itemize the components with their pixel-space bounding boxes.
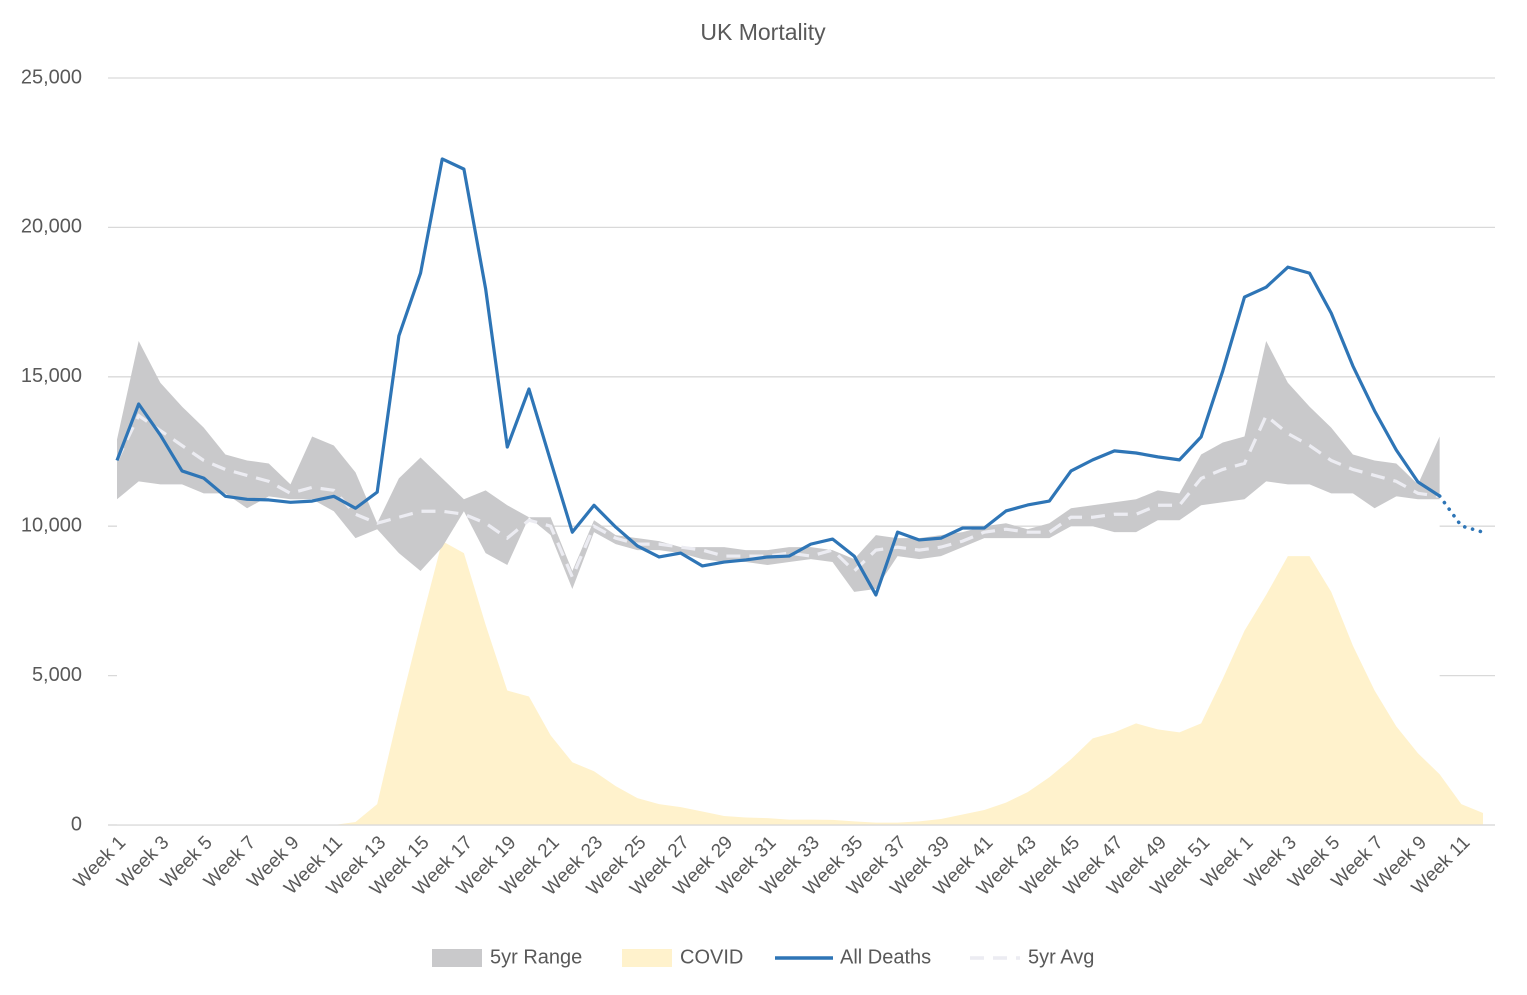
legend-label: COVID — [680, 946, 743, 968]
avg-line — [115, 413, 1440, 582]
line-layer — [115, 157, 1485, 597]
y-tick-label: 15,000 — [21, 365, 82, 387]
all-deaths-line — [115, 157, 1441, 597]
y-tick-label: 20,000 — [21, 216, 82, 238]
chart-title: UK Mortality — [700, 19, 826, 45]
legend-label: All Deaths — [840, 946, 931, 968]
avg-layer — [115, 413, 1440, 582]
y-tick-label: 10,000 — [21, 514, 82, 536]
y-tick-label: 0 — [71, 813, 82, 835]
covid-area — [117, 541, 1483, 825]
legend-label: 5yr Range — [490, 946, 582, 968]
legend-swatch — [622, 949, 672, 967]
legend-label: 5yr Avg — [1028, 946, 1094, 968]
y-tick-label: 5,000 — [32, 664, 82, 686]
legend-swatch — [432, 949, 482, 967]
y-tick-label: 25,000 — [21, 66, 82, 88]
area-layer — [117, 541, 1483, 825]
band-layer — [117, 340, 1440, 592]
range-band — [117, 340, 1440, 592]
